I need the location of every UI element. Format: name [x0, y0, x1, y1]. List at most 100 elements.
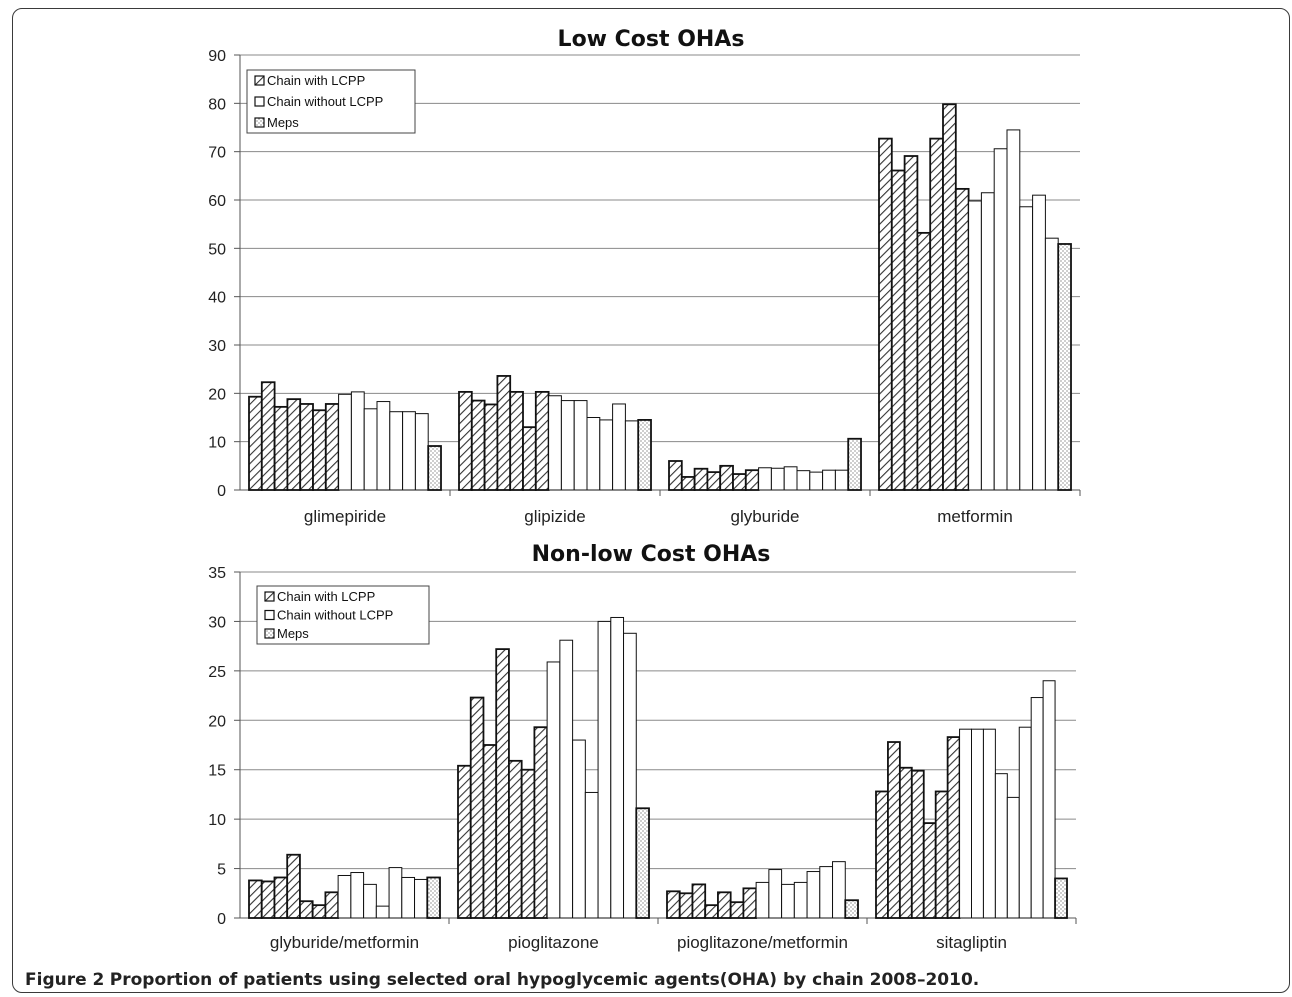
bar-hatch [260, 381, 276, 491]
y-tick-label: 0 [217, 483, 226, 500]
bar-hatch [691, 883, 707, 919]
low-cost-chart: Low Cost OHAs 0 10 20 30 40 50 60 70 80 90 glimepi… [208, 27, 1081, 526]
bar-plain [363, 408, 378, 491]
bar-plain [822, 469, 836, 491]
bar-plain [573, 400, 588, 491]
bar-dots [844, 899, 859, 919]
bar-hatch [457, 764, 472, 919]
y-tick-label: 5 [217, 862, 226, 879]
bar-hatch [458, 390, 473, 491]
bar-hatch [273, 405, 289, 491]
bar-plain [770, 467, 785, 491]
bar-plain [548, 395, 562, 491]
bar-plain [834, 469, 849, 491]
bar-hatch [286, 398, 302, 491]
bar-plain [559, 639, 574, 919]
bar-hatch [299, 900, 314, 919]
category-label: glipizide [524, 507, 585, 526]
category-label: glyburide [731, 507, 800, 526]
bar-hatch [929, 137, 944, 491]
y-tick-label: 20 [208, 713, 226, 730]
caption-text: Proportion of patients using selected or… [109, 970, 980, 990]
y-tick-label: 10 [208, 812, 226, 829]
category-label: metformin [937, 507, 1013, 526]
legend-box [256, 585, 430, 645]
bar-hatch [273, 876, 289, 919]
bar-dots [1054, 877, 1068, 919]
bar-plain [414, 878, 428, 919]
bar-hatch [706, 471, 722, 491]
bar-hatch [922, 822, 937, 919]
bar-hatch [324, 891, 340, 919]
bar-hatch [717, 891, 732, 919]
bar-hatch [954, 187, 970, 491]
bar-plain [1032, 194, 1046, 491]
bar-plain [982, 728, 996, 919]
bar-plain [755, 881, 770, 919]
category-label: pioglitazone/metformin [677, 933, 848, 952]
bar-hatch [916, 231, 932, 491]
bar-plain [1006, 129, 1021, 491]
bar-hatch [324, 403, 340, 491]
bar-plain [1042, 680, 1056, 919]
legend-label: Meps [277, 626, 309, 641]
bar-hatch [509, 390, 524, 491]
bar-plain [1019, 206, 1034, 491]
bar-hatch [910, 769, 925, 919]
bar-plain [597, 620, 612, 919]
bar-hatch [470, 399, 486, 491]
bar-hatch [469, 696, 485, 919]
bar-hatch [704, 904, 719, 919]
bar-plain [599, 419, 614, 491]
bar-plain [376, 401, 391, 491]
bar-hatch [495, 648, 510, 919]
bar-plain [363, 883, 377, 919]
bar-plain [350, 391, 365, 491]
bar-hatch [890, 169, 906, 491]
bar-plain [980, 192, 995, 491]
legend-swatch [254, 75, 265, 86]
y-tick-label: 80 [208, 96, 226, 113]
y-tick-label: 10 [208, 435, 226, 452]
bar-plain [832, 861, 846, 919]
bar-hatch [693, 467, 709, 491]
legend-swatch [254, 96, 265, 107]
legend-swatch [264, 609, 275, 621]
bar-hatch [520, 768, 536, 919]
bar-hatch [744, 469, 760, 491]
bar-plain [809, 471, 824, 491]
bar-plain [793, 881, 808, 919]
bar-plain [1006, 796, 1020, 919]
bar-plain [1044, 237, 1059, 491]
bar-hatch [898, 766, 913, 919]
bar-plain [1030, 697, 1044, 919]
bar-plain [796, 470, 811, 491]
y-tick-label: 70 [208, 145, 226, 162]
bar-dots [637, 419, 652, 491]
bar-plain [781, 883, 795, 919]
bar-plain [959, 728, 972, 919]
bar-hatch [678, 892, 694, 919]
bar-plain [375, 905, 390, 919]
bar-hatch [887, 741, 901, 919]
bar-plain [758, 467, 772, 491]
y-tick-label: 35 [208, 565, 226, 582]
caption-label: Figure 2 [25, 970, 105, 990]
bar-hatch [742, 887, 758, 919]
bar-dots [847, 437, 862, 491]
y-tick-label: 25 [208, 664, 226, 681]
bar-plain [402, 411, 416, 491]
bar-plain [337, 874, 352, 919]
bar-hatch [934, 790, 949, 919]
legend-swatch [254, 117, 265, 128]
bar-plain [350, 872, 365, 919]
bar-dots [427, 445, 442, 491]
y-tick-label: 0 [217, 911, 226, 928]
legend-label: Chain without LCPP [277, 608, 393, 623]
bar-hatch [534, 390, 550, 491]
bar-plain [414, 413, 429, 491]
bar-hatch [875, 790, 889, 919]
bar-plain [971, 728, 984, 919]
y-tick-label: 40 [208, 290, 226, 307]
